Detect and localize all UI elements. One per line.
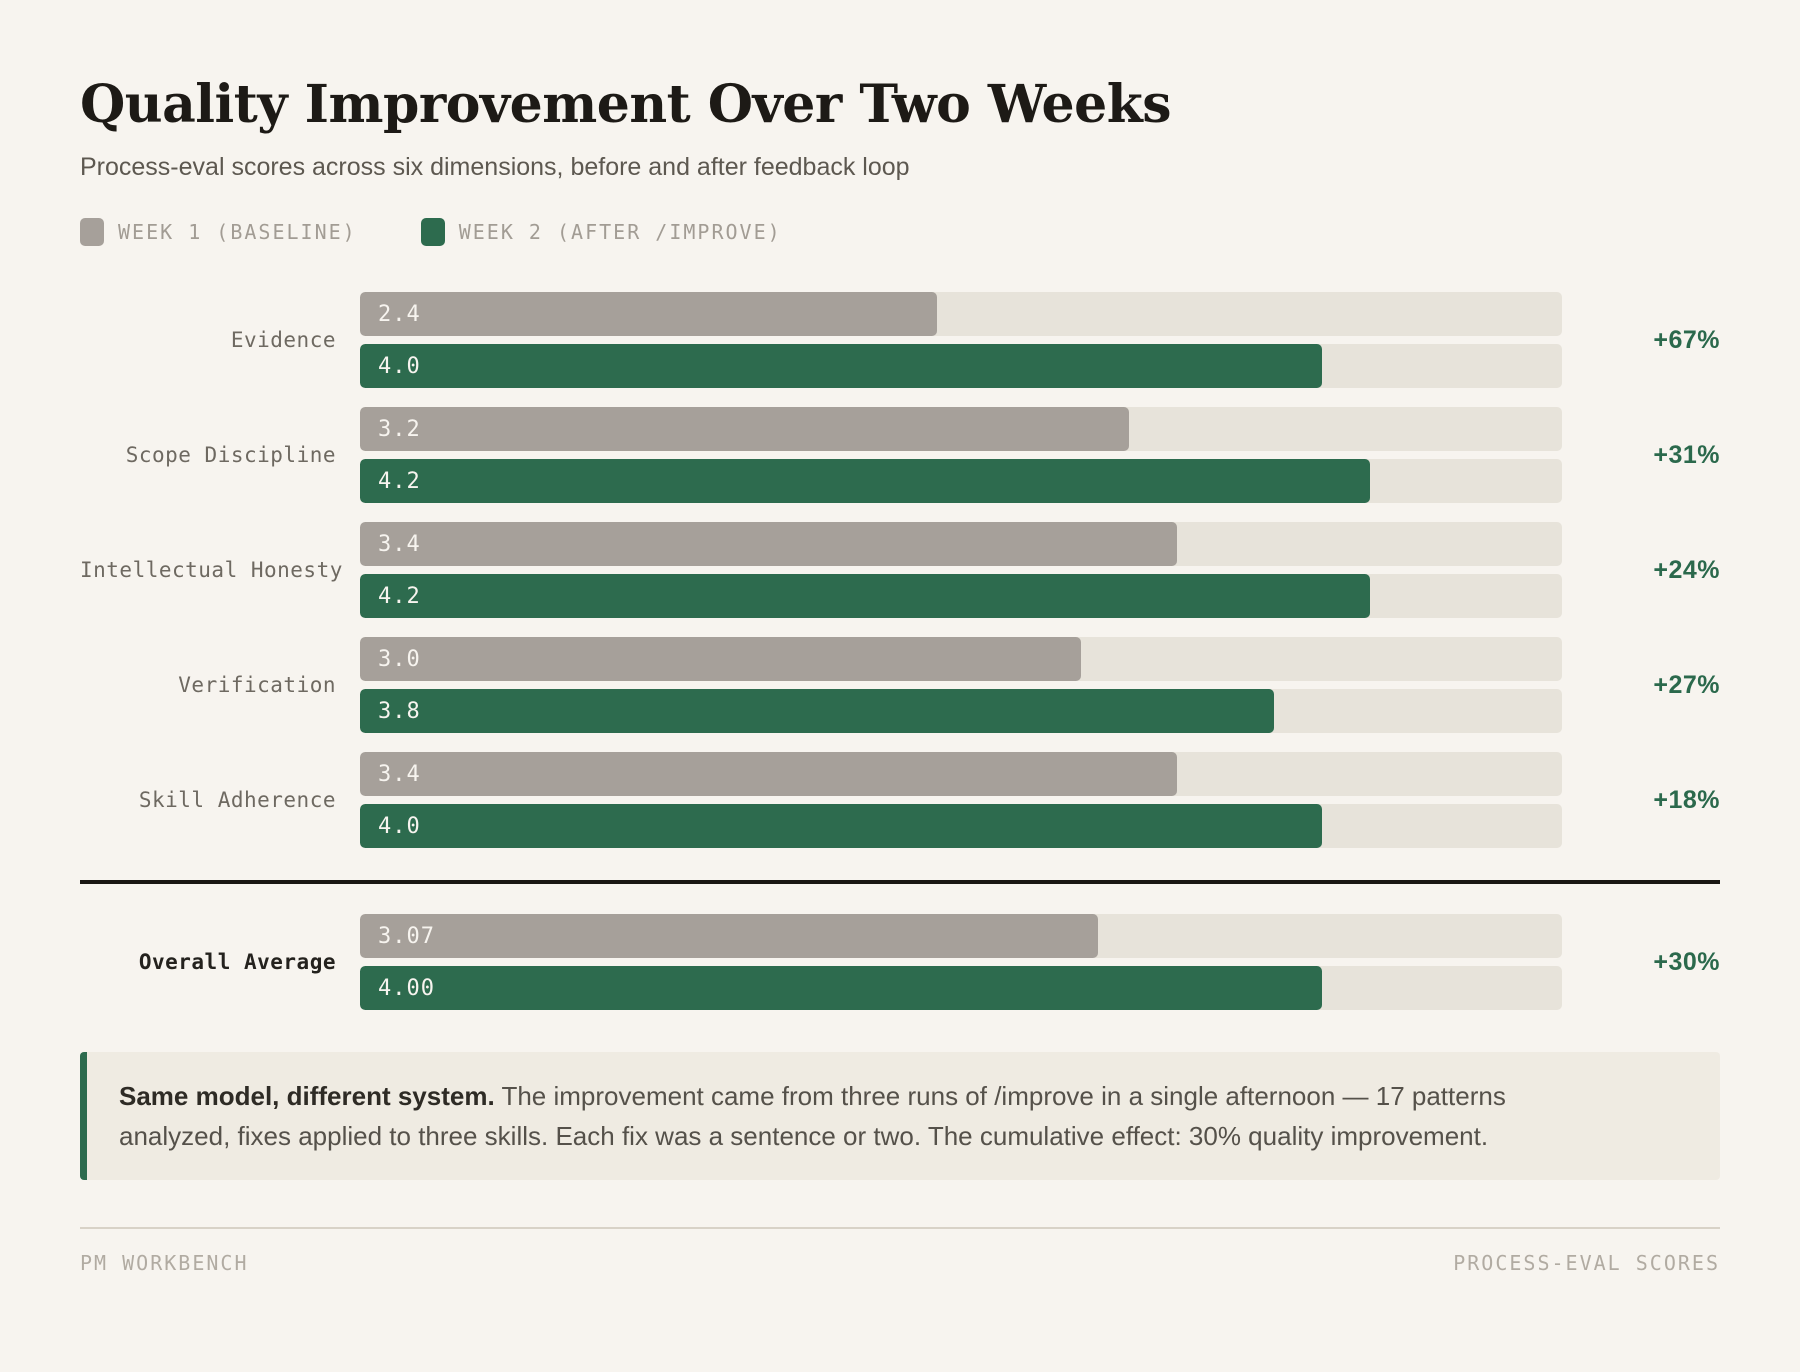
- week1-bar: 3.2: [360, 407, 1130, 451]
- week2-value-label: 4.2: [378, 583, 421, 609]
- week1-bar: 3.4: [360, 522, 1178, 566]
- overall-divider: [80, 880, 1720, 884]
- week2-value-label: 4.2: [378, 468, 421, 494]
- week2-bar-track: 4.0: [360, 344, 1562, 388]
- delta-label: +18%: [1653, 785, 1720, 814]
- week1-bar-track: 3.2: [360, 407, 1562, 451]
- week2-bar: 4.2: [360, 459, 1370, 503]
- week1-value-label: 3.2: [378, 416, 421, 442]
- delta-label: +67%: [1653, 325, 1720, 354]
- row-bars: 3.4 4.2: [360, 522, 1562, 618]
- week2-bar: 3.8: [360, 689, 1274, 733]
- row-bars: 3.2 4.2: [360, 407, 1562, 503]
- row-label: Overall Average: [138, 950, 336, 974]
- legend-label-week1: WEEK 1 (BASELINE): [118, 220, 357, 244]
- chart-row: Overall Average 3.07 4.00 +30%: [80, 914, 1720, 1010]
- week2-bar: 4.2: [360, 574, 1370, 618]
- page-subtitle: Process-eval scores across six dimension…: [80, 153, 910, 181]
- week1-bar-track: 3.4: [360, 752, 1562, 796]
- delta-label: +24%: [1653, 555, 1720, 584]
- week1-value-label: 2.4: [378, 301, 421, 327]
- chart-row: Evidence 2.4 4.0 +67%: [80, 292, 1720, 388]
- chart-row: Intellectual Honesty 3.4 4.2 +24%: [80, 522, 1720, 618]
- delta-label: +31%: [1653, 440, 1720, 469]
- week2-bar-track: 4.2: [360, 574, 1562, 618]
- row-bars: 3.4 4.0: [360, 752, 1562, 848]
- week1-bar-track: 3.07: [360, 914, 1562, 958]
- week1-bar: 2.4: [360, 292, 937, 336]
- week2-swatch-icon: [420, 218, 445, 246]
- week1-value-label: 3.07: [378, 923, 435, 949]
- footer-right-label: PROCESS-EVAL SCORES: [1453, 1251, 1720, 1275]
- row-bars: 3.0 3.8: [360, 637, 1562, 733]
- week1-bar: 3.07: [360, 914, 1099, 958]
- callout-text: Same model, different system. The improv…: [119, 1076, 1624, 1156]
- page-title: Quality Improvement Over Two Weeks: [80, 74, 1172, 135]
- footer-left-label: PM WORKBENCH: [80, 1251, 249, 1275]
- row-bars: 3.07 4.00: [360, 914, 1562, 1010]
- week2-value-label: 4.0: [378, 353, 421, 379]
- row-label: Scope Discipline: [125, 443, 336, 467]
- chart-row: Skill Adherence 3.4 4.0 +18%: [80, 752, 1720, 848]
- week1-swatch-icon: [80, 218, 104, 246]
- delta-label: +30%: [1653, 947, 1720, 976]
- delta-label: +27%: [1653, 670, 1720, 699]
- legend-item-week2: WEEK 2 (AFTER /IMPROVE): [420, 218, 782, 246]
- chart-row: Scope Discipline 3.2 4.2 +31%: [80, 407, 1720, 503]
- week1-bar-track: 3.4: [360, 522, 1562, 566]
- week2-bar-track: 4.00: [360, 966, 1562, 1010]
- week2-bar-track: 3.8: [360, 689, 1562, 733]
- week2-bar: 4.0: [360, 344, 1322, 388]
- week2-value-label: 3.8: [378, 698, 421, 724]
- week2-bar-track: 4.0: [360, 804, 1562, 848]
- legend-item-week1: WEEK 1 (BASELINE): [80, 218, 357, 246]
- week1-bar-track: 2.4: [360, 292, 1562, 336]
- callout-box: Same model, different system. The improv…: [80, 1052, 1720, 1180]
- week2-bar: 4.00: [360, 966, 1322, 1010]
- row-label: Evidence: [230, 328, 336, 352]
- row-bars: 2.4 4.0: [360, 292, 1562, 388]
- callout-body: The improvement came from three runs of …: [119, 1081, 1506, 1151]
- footer: PM WORKBENCH PROCESS-EVAL SCORES: [80, 1227, 1720, 1275]
- row-label: Verification: [178, 673, 336, 697]
- week2-value-label: 4.00: [378, 975, 435, 1001]
- bar-chart: Evidence 2.4 4.0 +67% Scope Discipline 3…: [80, 292, 1720, 1010]
- legend: WEEK 1 (BASELINE) WEEK 2 (AFTER /IMPROVE…: [80, 218, 1720, 246]
- callout-lead: Same model, different system.: [119, 1081, 495, 1111]
- week1-bar-track: 3.0: [360, 637, 1562, 681]
- overall-row-container: Overall Average 3.07 4.00 +30%: [80, 914, 1720, 1010]
- week1-bar: 3.0: [360, 637, 1082, 681]
- week1-value-label: 3.0: [378, 646, 421, 672]
- week1-value-label: 3.4: [378, 531, 421, 557]
- week2-bar: 4.0: [360, 804, 1322, 848]
- week2-value-label: 4.0: [378, 813, 421, 839]
- chart-row: Verification 3.0 3.8 +27%: [80, 637, 1720, 733]
- dimension-rows: Evidence 2.4 4.0 +67% Scope Discipline 3…: [80, 292, 1720, 848]
- row-label: Skill Adherence: [138, 788, 336, 812]
- legend-label-week2: WEEK 2 (AFTER /IMPROVE): [458, 220, 782, 244]
- week1-value-label: 3.4: [378, 761, 421, 787]
- week2-bar-track: 4.2: [360, 459, 1562, 503]
- row-label: Intellectual Honesty: [80, 558, 343, 582]
- week1-bar: 3.4: [360, 752, 1178, 796]
